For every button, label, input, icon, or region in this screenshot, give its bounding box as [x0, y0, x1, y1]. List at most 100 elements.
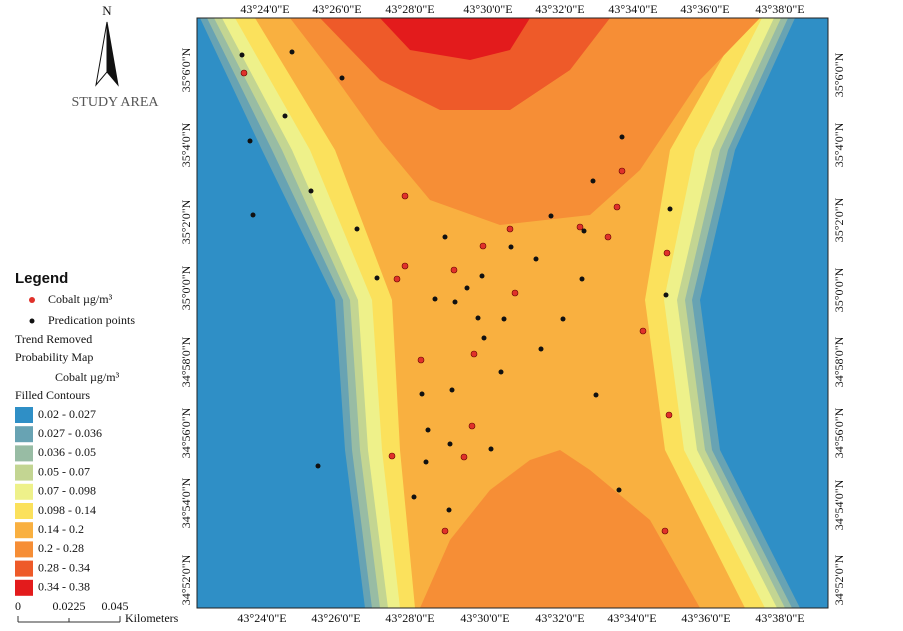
- legend-swatch: [15, 503, 33, 519]
- legend-swatch: [15, 579, 33, 596]
- prediction-point: [339, 75, 345, 81]
- prediction-point: [560, 316, 566, 322]
- right-axis-label: 35°0'0"N: [832, 267, 846, 312]
- right-axis-label: 35°2'0"N: [832, 197, 846, 242]
- prediction-point: [452, 299, 458, 305]
- prediction-point: [374, 275, 380, 281]
- cobalt-sample: [470, 350, 478, 358]
- cobalt-sample: [450, 266, 458, 274]
- prediction-point: [239, 52, 245, 58]
- prediction-point: [423, 459, 429, 465]
- cobalt-sample: [460, 453, 468, 461]
- contour: [380, 18, 530, 60]
- bottom-axis-label: 43°36'0"E: [681, 611, 730, 625]
- cobalt-sample: [441, 527, 449, 535]
- legend-swatch: [15, 541, 33, 558]
- legend-text: Filled Contours: [15, 388, 90, 402]
- cobalt-sample: [388, 452, 396, 460]
- prediction-point: [616, 487, 622, 493]
- prediction-point: [308, 188, 314, 194]
- cobalt-sample: [663, 249, 671, 257]
- top-axis-label: 43°28'0"E: [385, 2, 434, 16]
- prediction-point: [481, 335, 487, 341]
- prediction-point: [479, 273, 485, 279]
- left-axis-label: 34°58'0"N: [179, 336, 193, 387]
- legend-swatch: [15, 522, 33, 539]
- prediction-point: [501, 316, 507, 322]
- prediction-point: [667, 206, 673, 212]
- map: [197, 18, 828, 608]
- legend-label: 0.036 - 0.05: [38, 445, 96, 459]
- prediction-point: [432, 296, 438, 302]
- legend-label: Cobalt µg/m³: [48, 292, 113, 306]
- scale-label: 0.0225: [53, 599, 86, 613]
- cobalt-sample: [604, 233, 612, 241]
- right-axis-label: 34°52'0"N: [832, 554, 846, 605]
- left-axis-label: 34°56'0"N: [179, 407, 193, 458]
- cobalt-sample: [417, 356, 425, 364]
- cobalt-sample: [665, 411, 673, 419]
- left-axis-label: 34°54'0"N: [179, 477, 193, 528]
- prediction-point: [533, 256, 539, 262]
- cobalt-sample: [468, 422, 476, 430]
- cobalt-sample: [661, 527, 669, 535]
- north-label: N: [102, 3, 112, 18]
- prediction-point: [447, 441, 453, 447]
- cobalt-sample: [479, 242, 487, 250]
- prediction-point: [442, 234, 448, 240]
- bottom-axis-label: 43°26'0"E: [311, 611, 360, 625]
- cobalt-sample: [613, 203, 621, 211]
- study-area-title: STUDY AREA: [72, 95, 160, 110]
- left-axis-label: 35°4'0"N: [179, 122, 193, 167]
- top-axis-label: 43°36'0"E: [680, 2, 729, 16]
- cobalt-sample: [393, 275, 401, 283]
- legend-symbol: [29, 318, 35, 324]
- prediction-point: [425, 427, 431, 433]
- prediction-point: [419, 391, 425, 397]
- contour: [320, 18, 610, 110]
- legend-text: Probability Map: [15, 350, 93, 364]
- bottom-axis-label: 43°34'0"E: [607, 611, 656, 625]
- contour: [420, 450, 700, 608]
- prediction-point: [315, 463, 321, 469]
- legend-swatch: [15, 445, 33, 462]
- legend-label: 0.05 - 0.07: [38, 464, 90, 478]
- legend-text: Trend Removed: [15, 332, 92, 346]
- prediction-point: [593, 392, 599, 398]
- bottom-axis-label: 43°24'0"E: [237, 611, 286, 625]
- legend-label: 0.098 - 0.14: [38, 503, 96, 517]
- cobalt-sample: [240, 69, 248, 77]
- scale-label: 0: [15, 599, 21, 613]
- legend-swatch: [15, 560, 33, 577]
- cobalt-sample: [511, 289, 519, 297]
- legend-text: Cobalt µg/m³: [55, 370, 120, 384]
- cobalt-sample: [401, 262, 409, 270]
- bottom-axis-label: 43°28'0"E: [385, 611, 434, 625]
- right-axis-label: 34°54'0"N: [832, 479, 846, 530]
- prediction-point: [411, 494, 417, 500]
- prediction-point: [590, 178, 596, 184]
- legend-title: Legend: [15, 270, 68, 287]
- right-axis-label: 34°58'0"N: [832, 336, 846, 387]
- prediction-point: [579, 276, 585, 282]
- bottom-axis-label: 43°30'0"E: [460, 611, 509, 625]
- legend-label: 0.2 - 0.28: [38, 541, 84, 555]
- prediction-point: [449, 387, 455, 393]
- right-axis-label: 34°56'0"N: [832, 407, 846, 458]
- legend-swatch: [15, 464, 33, 481]
- prediction-point: [354, 226, 360, 232]
- bottom-axis-label: 43°32'0"E: [535, 611, 584, 625]
- legend-label: 0.07 - 0.098: [38, 484, 96, 498]
- legend-label: 0.14 - 0.2: [38, 522, 84, 536]
- prediction-point: [498, 369, 504, 375]
- top-axis-label: 43°26'0"E: [312, 2, 361, 16]
- prediction-point: [289, 49, 295, 55]
- legend-symbol: [29, 297, 35, 303]
- prediction-point: [663, 292, 669, 298]
- cobalt-sample: [576, 223, 584, 231]
- right-axis-label: 35°4'0"N: [832, 122, 846, 167]
- top-axis-label: 43°32'0"E: [535, 2, 584, 16]
- scale-label: 0.045: [102, 599, 129, 613]
- prediction-point: [508, 244, 514, 250]
- legend-label: 0.34 - 0.38: [38, 580, 90, 594]
